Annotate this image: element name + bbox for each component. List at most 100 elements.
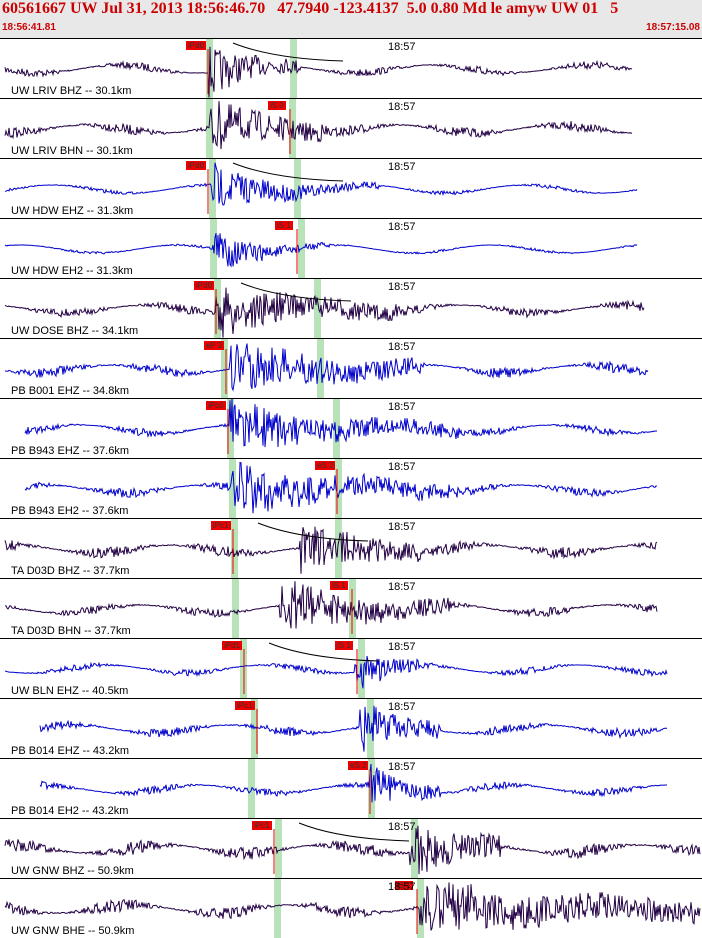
time-tick-label: 18:57 [388,581,416,593]
phase-pick-label[interactable]: iPd1 [222,641,243,650]
waveform-trace [4,526,658,574]
phase-pick-label[interactable]: iS 1 [395,881,413,890]
time-tick-label: 18:57 [388,521,416,533]
trace-panel[interactable]: eS 2 18:57 PB B943 EH2 -- 37.6km [0,458,702,519]
trace-panel[interactable]: iPd0 18:57 UW DOSE BHZ -- 34.1km [0,278,702,339]
trace-panel[interactable]: iS 1 18:57 TA D03D BHN -- 37.7km [0,578,702,639]
trace-panel[interactable]: iPd0 18:57 UW LRIV BHZ -- 30.1km [0,38,702,99]
window-end-time: 18:57:15.08 [646,22,700,33]
phase-window [232,579,239,639]
waveform-trace [24,461,658,514]
waveform-trace [4,655,668,689]
event-header: 60561667 UW Jul 31, 2013 18:56:46.70 47.… [0,0,702,38]
waveform-trace [4,825,701,875]
phase-window [335,459,342,519]
phase-window [335,519,342,579]
waveform-trace [4,233,638,268]
trace-panel[interactable]: eS 2 18:57 PB B014 EH2 -- 43.2km [0,758,702,819]
trace-panel[interactable]: iS 0 18:57 UW LRIV BHN -- 30.1km [0,98,702,159]
trace-panel[interactable]: iPc1 18:57 PB B014 EHZ -- 43.2km [0,698,702,759]
phase-pick-label[interactable]: eS 2 [348,761,369,770]
station-channel-label: UW BLN EHZ -- 40.5km [10,685,130,697]
trace-panel[interactable]: iS 1 18:57 UW HDW EH2 -- 31.3km [0,218,702,279]
trace-panels: iPd0 18:57 UW LRIV BHZ -- 30.1km iS 0 18:57 U… [0,38,702,938]
phase-window [317,339,324,399]
waveform-plot [4,219,638,279]
phase-pick-label[interactable]: iPc1 [252,821,272,830]
waveform-trace [39,705,668,752]
phase-window [294,159,301,219]
waveform-plot [4,819,701,879]
waveform-plot [4,159,638,219]
phase-pick-label[interactable]: eS 2 [315,461,336,470]
trace-panel[interactable]: iPc1 18:57 TA D03D BHZ -- 37.7km [0,518,702,579]
phase-pick-label[interactable]: iS 1 [335,641,353,650]
waveform-trace [4,101,633,150]
phase-pick-label[interactable]: iS 1 [330,581,348,590]
phase-window [229,459,236,519]
waveform-trace [39,763,668,803]
coda-curve [298,822,410,842]
time-tick-label: 18:57 [388,281,416,293]
phase-pick-label[interactable]: iS 0 [268,101,286,110]
station-channel-label: UW GNW BHE -- 50.9km [10,925,136,937]
station-channel-label: UW LRIV BHN -- 30.1km [10,145,134,157]
time-tick-label: 18:57 [388,401,416,413]
time-tick-label: 18:57 [388,641,416,653]
phase-pick-label[interactable]: iPd0 [186,161,207,170]
waveform-plot [4,519,658,579]
phase-pick-label[interactable]: iPc1 [235,701,255,710]
station-channel-label: UW DOSE BHZ -- 34.1km [10,325,140,337]
phase-window [209,159,216,219]
station-channel-label: UW HDW EHZ -- 31.3km [10,205,135,217]
waveform-trace [4,162,638,206]
phase-pick-label[interactable]: iS 1 [275,221,293,230]
phase-window [411,819,418,879]
waveform-trace [4,46,633,98]
station-channel-label: TA D03D BHZ -- 37.7km [10,565,131,577]
trace-panel[interactable]: iPd0 18:57 UW HDW EHZ -- 31.3km [0,158,702,219]
waveform-plot [4,579,658,639]
coda-curve [232,162,344,182]
time-tick-label: 18:57 [388,101,416,113]
trace-panel[interactable]: iPc0 18:57 PB B943 EHZ -- 37.6km [0,398,702,459]
station-channel-label: UW HDW EH2 -- 31.3km [10,265,134,277]
station-channel-label: PB B943 EHZ -- 37.6km [10,445,130,457]
station-channel-label: PB B014 EH2 -- 43.2km [10,805,130,817]
trace-panel[interactable]: eP 2 18:57 PB B001 EHZ -- 34.8km [0,338,702,399]
waveform-plot [39,759,668,819]
trace-panel[interactable]: iS 1 18:57 UW GNW BHE -- 50.9km [0,878,702,938]
phase-pick-label[interactable]: iPc0 [206,401,226,410]
phase-pick-label[interactable]: iPd0 [194,281,215,290]
waveform-plot [24,459,658,519]
time-tick-label: 18:57 [388,221,416,233]
phase-pick-label[interactable]: iPc1 [211,521,231,530]
trace-panel[interactable]: iPc1 18:57 UW GNW BHZ -- 50.9km [0,818,702,879]
phase-pick-label[interactable]: iPd0 [186,41,207,50]
waveform-trace [4,343,649,392]
phase-window [367,699,374,759]
time-tick-label: 18:57 [388,821,416,833]
time-tick-label: 18:57 [388,341,416,353]
phase-window [333,399,340,459]
waveform-plot [4,339,649,399]
waveform-plot [4,99,633,159]
trace-panel[interactable]: iPd1 iS 1 18:57 UW BLN EHZ -- 40.5km [0,638,702,699]
phase-window [221,339,228,399]
phase-window [274,879,281,938]
waveform-trace [24,399,658,448]
waveform-plot [39,699,668,759]
waveform-plot [4,39,633,99]
time-tick-label: 18:57 [388,701,416,713]
station-channel-label: PB B001 EHZ -- 34.8km [10,385,130,397]
station-channel-label: TA D03D BHN -- 37.7km [10,625,132,637]
station-channel-label: UW LRIV BHZ -- 30.1km [10,85,133,97]
waveform-plot [4,879,701,938]
phase-pick-label[interactable]: eP 2 [204,341,225,350]
time-tick-label: 18:57 [388,761,416,773]
phase-window [251,699,258,759]
time-tick-label: 18:57 [388,881,416,893]
waveform-plot [4,279,645,339]
phase-window [275,819,282,879]
